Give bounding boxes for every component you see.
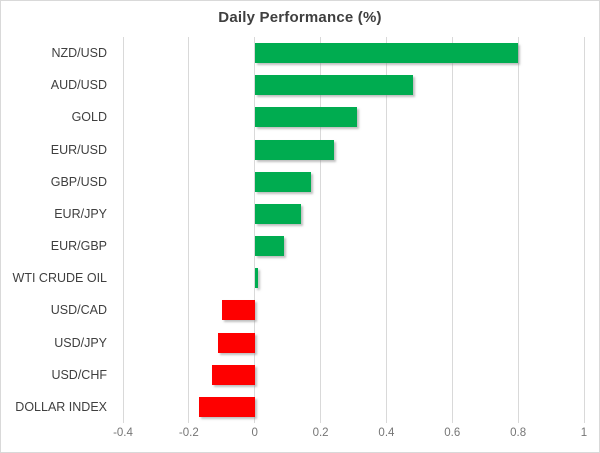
x-axis-label: 0.8 — [510, 427, 527, 439]
bar-aud-usd — [254, 75, 413, 96]
bar-nzd-usd — [254, 43, 519, 64]
x-axis-label: 0.2 — [312, 427, 329, 439]
gridline — [385, 37, 387, 423]
bar-row — [123, 262, 584, 294]
category-label: AUD/USD — [50, 78, 107, 93]
gridline — [517, 37, 519, 423]
gridline — [320, 37, 322, 423]
bar-row — [123, 327, 584, 359]
x-axis: -0.4 -0.2 0 0.2 0.4 0.6 0.8 1 — [113, 427, 588, 445]
x-axis-label: 0.6 — [444, 427, 461, 439]
category-label: WTI CRUDE OIL — [12, 271, 107, 286]
gridline — [188, 37, 190, 423]
chart-title: Daily Performance (%) — [218, 9, 382, 26]
bar-row — [123, 166, 584, 198]
bar-usd-cad — [221, 300, 255, 321]
bar-eur-gbp — [254, 236, 285, 257]
bar-eur-jpy — [254, 203, 301, 224]
category-label: USD/CAD — [50, 303, 107, 318]
bar-row — [123, 230, 584, 262]
bar-row — [123, 69, 584, 101]
category-label: USD/CHF — [51, 367, 107, 382]
bar-usd-chf — [211, 364, 255, 385]
bar-eur-usd — [254, 139, 334, 160]
bar-row — [123, 101, 584, 133]
bar-usd-jpy — [218, 332, 255, 353]
bar-row — [123, 294, 584, 326]
bar-wti-crude-oil — [254, 268, 258, 289]
category-label: EUR/GBP — [50, 239, 107, 254]
bar-row — [123, 134, 584, 166]
gridline — [451, 37, 453, 423]
bar-rows — [123, 37, 584, 423]
x-axis-label: -0.2 — [178, 427, 199, 439]
bar-row — [123, 391, 584, 423]
x-axis-label: -0.4 — [113, 427, 133, 439]
bar-row — [123, 198, 584, 230]
gridline — [254, 37, 256, 423]
category-label: EUR/USD — [50, 142, 107, 157]
bar-row — [123, 359, 584, 391]
bar-gold — [254, 107, 357, 128]
category-label: GBP/USD — [50, 174, 107, 189]
x-axis-label: 0 — [251, 427, 258, 439]
gridline — [122, 37, 124, 423]
plot-area — [122, 37, 585, 423]
bar-dollar-index — [198, 396, 255, 417]
x-axis-label: 0.4 — [378, 427, 395, 439]
category-axis: NZD/USD AUD/USD GOLD EUR/USD GBP/USD EUR/JPY E… — [1, 37, 107, 423]
category-label: DOLLAR INDEX — [15, 399, 107, 414]
bar-row — [123, 37, 584, 69]
gridline — [583, 37, 585, 423]
x-axis-label: 1 — [580, 427, 588, 439]
category-label: EUR/JPY — [54, 206, 107, 221]
bar-gbp-usd — [254, 171, 311, 192]
category-label: NZD/USD — [51, 46, 107, 61]
category-label: USD/JPY — [54, 335, 107, 350]
category-label: GOLD — [71, 110, 107, 125]
